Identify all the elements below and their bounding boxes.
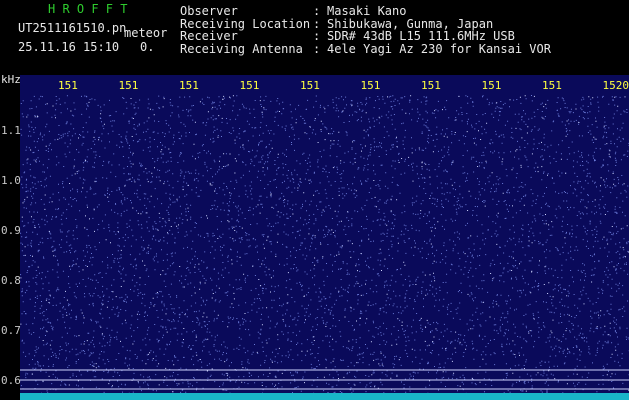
unit-label: kHz — [1, 75, 21, 86]
y-tick-label: 0.8 — [1, 274, 21, 287]
power-band — [20, 393, 629, 400]
tag: meteor — [124, 26, 168, 40]
field-separator: : — [313, 16, 321, 31]
field-label: Observer — [180, 4, 238, 18]
y-tick-label: 0.7 — [1, 324, 21, 337]
level: 0. — [140, 40, 155, 54]
x-tick-label: 151 — [482, 79, 502, 92]
field-value: 4ele Yagi Az 230 for Kansai VOR — [327, 41, 551, 56]
field-value: SDR# 43dB L15 111.6MHz USB — [327, 29, 515, 43]
y-tick-label: 1.1 — [1, 124, 21, 137]
spectrogram-background — [20, 75, 629, 400]
field-separator: : — [313, 4, 321, 18]
datetime: 25.11.16 15:10 — [18, 40, 120, 54]
field-label: Receiver — [180, 29, 238, 43]
field-label: Receiving Antenna — [180, 41, 303, 56]
app-title: H R O F F T — [48, 2, 128, 16]
x-tick-label: 151 — [300, 79, 320, 92]
y-tick-label: 0.6 — [1, 374, 21, 387]
field-value: Shibukawa, Gunma, Japan — [327, 16, 494, 31]
field-label: Receiving Location — [180, 16, 311, 31]
spectrogram: kHz 1.1 1.0 0.9 0.8 0.7 0.6 151 151 151 151 151 151… — [1, 75, 629, 400]
x-tick-label: 151 — [240, 79, 260, 92]
field-value: Masaki Kano — [327, 4, 407, 18]
y-tick-label: 0.9 — [1, 224, 21, 237]
x-tick-label: 151 — [179, 79, 199, 92]
y-tick-label: 1.0 — [1, 174, 21, 187]
x-tick-label: 151 — [119, 79, 139, 92]
field-separator: : — [313, 41, 321, 56]
field-separator: : — [313, 29, 321, 43]
x-tick-label: 151 — [421, 79, 441, 92]
x-tick-label: 151 — [542, 79, 562, 92]
file-name: UT2511161510.pn — [18, 21, 127, 35]
x-tick-label: 151 — [58, 79, 78, 92]
x-tick-label: 1520 — [603, 79, 629, 92]
x-tick-label: 151 — [361, 79, 381, 92]
